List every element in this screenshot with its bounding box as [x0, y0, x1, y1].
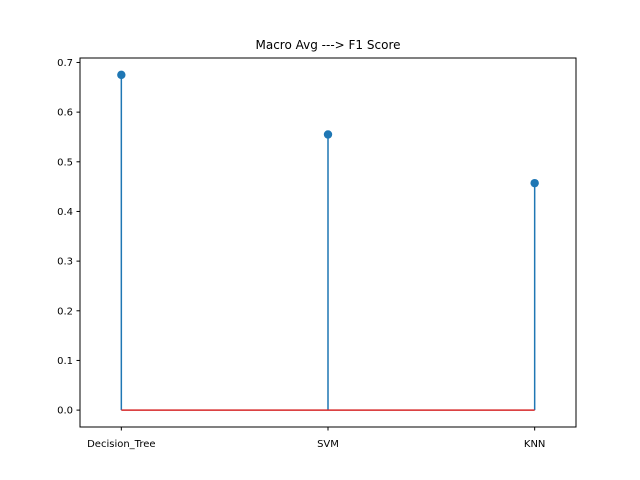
- y-tick-label: 0.1: [57, 356, 73, 367]
- y-tick-label: 0.3: [57, 257, 73, 268]
- y-tick-label: 0.0: [57, 406, 73, 417]
- x-tick-label: KNN: [524, 439, 546, 450]
- x-tick-label: Decision_Tree: [87, 439, 155, 450]
- y-tick-label: 0.7: [57, 58, 73, 69]
- plot-area: 0.0 0.1 0.2 0.3 0.4 0.5 0.6 0.7 Decision_Tree SVM…: [57, 58, 545, 450]
- y-tick-label: 0.4: [57, 207, 73, 218]
- y-tick-label: 0.5: [57, 157, 73, 168]
- stem-marker: [117, 70, 126, 80]
- chart-title: Macro Avg ---> F1 Score: [256, 38, 401, 52]
- y-tick-label: 0.2: [57, 306, 73, 317]
- stem-marker: [323, 130, 333, 139]
- stem-marker: [530, 178, 539, 188]
- x-tick-label: SVM: [317, 439, 339, 450]
- axes-frame: [79, 57, 577, 428]
- y-tick-label: 0.6: [57, 108, 73, 119]
